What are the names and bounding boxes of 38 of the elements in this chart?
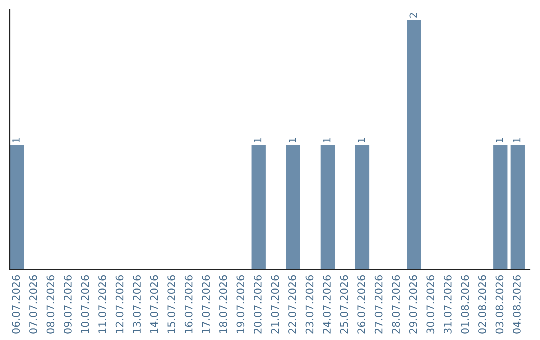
x-tick-label: 11.07.2026 [98, 276, 106, 334]
x-tick-label: 20.07.2026 [254, 276, 262, 334]
x-tick-label: 22.07.2026 [288, 276, 296, 334]
data-label: 1 [324, 138, 331, 143]
data-label: 1 [288, 138, 296, 143]
data-label: 2 [410, 13, 417, 18]
x-tick-label: 26.07.2026 [358, 276, 366, 334]
data-label: 1 [12, 138, 20, 143]
x-tick-label: 18.07.2026 [219, 276, 228, 334]
x-tick-label: 27.07.2026 [374, 276, 383, 334]
x-tick-label: 12.07.2026 [116, 276, 124, 334]
x-tick-label: 16.07.2026 [184, 276, 193, 334]
x-tick-label: 06.07.2026 [12, 276, 20, 334]
x-tick-label: 24.07.2026 [323, 276, 331, 334]
x-tick-label: 17.07.2026 [202, 276, 210, 334]
x-tick-label: 13.07.2026 [133, 276, 141, 334]
x-tick-label: 28.07.2026 [392, 276, 400, 334]
x-tick-label: 03.08.2026 [496, 276, 504, 334]
x-tick-label: 23.07.2026 [306, 276, 314, 334]
x-tick-label: 02.08.2026 [478, 276, 486, 334]
x-tick-label: 01.08.2026 [461, 276, 470, 334]
x-tick-label: 29.07.2026 [409, 276, 418, 334]
data-label: 1 [514, 138, 521, 143]
x-tick-label: 07.07.2026 [29, 276, 38, 334]
x-tick-label: 25.07.2026 [340, 276, 348, 334]
x-tick-label: 19.07.2026 [236, 276, 245, 334]
x-tick-label: 04.08.2026 [513, 276, 521, 334]
x-tick-label: 21.07.2026 [271, 276, 280, 334]
x-tick-label: 08.07.2026 [46, 276, 55, 334]
data-label: 1 [358, 138, 366, 143]
data-label: 1 [496, 138, 504, 143]
x-tick-label: 15.07.2026 [168, 276, 176, 334]
x-tick-label: 31.07.2026 [444, 276, 452, 334]
x-tick-label: 30.07.2026 [426, 276, 435, 334]
x-tick-label: 14.07.2026 [150, 276, 158, 334]
x-tick-label: 09.07.2026 [64, 276, 72, 334]
data-label: 1 [254, 138, 262, 143]
x-tick-label: 10.07.2026 [81, 276, 90, 334]
